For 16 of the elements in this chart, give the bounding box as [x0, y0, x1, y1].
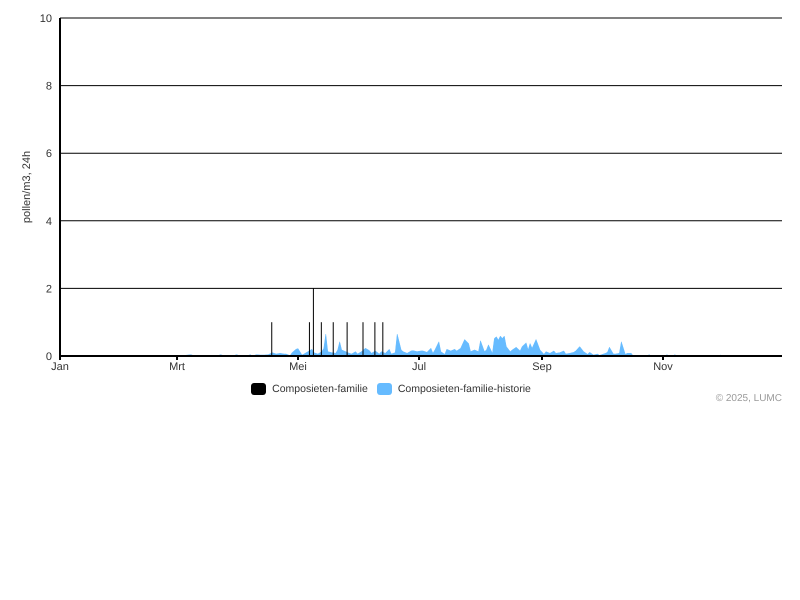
y-tick-label: 6 — [46, 148, 52, 160]
x-tick-label: Jul — [412, 361, 426, 373]
y-tick-label: 2 — [46, 283, 52, 296]
y-tick-label: 10 — [40, 13, 52, 25]
legend-label: Composieten-familie-historie — [398, 383, 531, 395]
x-tick-label: Mei — [289, 361, 307, 373]
y-tick-label: 8 — [46, 80, 52, 93]
text: © 2025, LUMC — [716, 393, 782, 404]
x-tick-label: Mrt — [169, 361, 185, 373]
x-tick-label: Sep — [532, 361, 552, 373]
y-tick-label: 0 — [46, 351, 52, 363]
x-tick-label: Nov — [653, 361, 674, 373]
y-axis-title: pollen/m3, 24h — [20, 150, 33, 224]
y-tick-label: 4 — [46, 216, 52, 228]
x-tick-label: Jan — [51, 361, 69, 373]
legend-label: Composieten-familie — [272, 383, 368, 395]
